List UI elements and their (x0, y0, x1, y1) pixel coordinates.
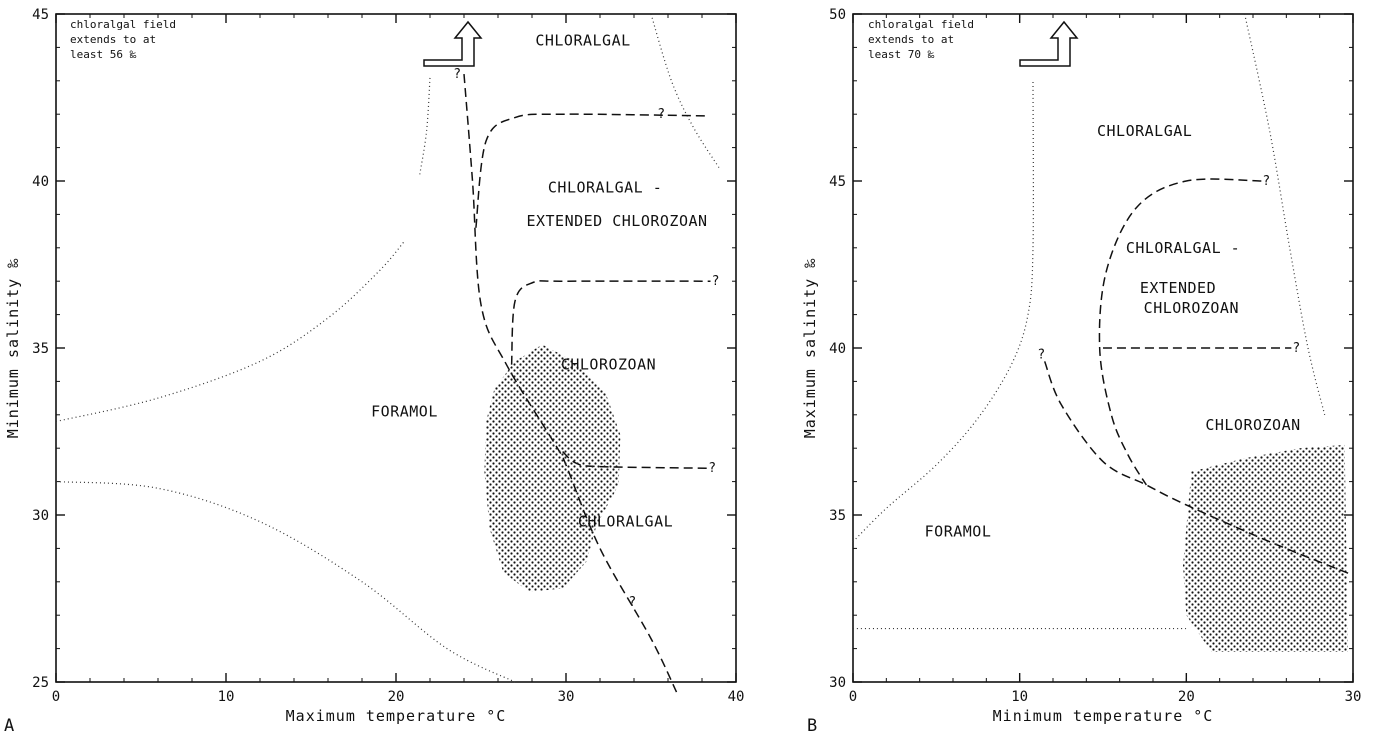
region-label: CHLORALGAL - (548, 179, 662, 197)
region-label: CHLORALGAL (1097, 122, 1192, 140)
dotted-boundary (55, 240, 405, 423)
y-tick-label: 35 (829, 508, 846, 524)
uncertain-mark: ? (712, 274, 720, 289)
y-tick-label: 30 (829, 675, 846, 691)
stippled-area (1183, 444, 1348, 652)
x-tick-label: 10 (218, 689, 235, 705)
x-tick-label: 30 (1345, 689, 1362, 705)
dotted-boundary (55, 481, 516, 683)
y-tick-label: 45 (829, 174, 846, 190)
y-tick-label: 35 (32, 341, 49, 357)
region-label: FORAMOL (925, 523, 992, 541)
dashed-boundary (510, 280, 711, 365)
uncertain-mark: ? (1292, 341, 1300, 356)
dashed-boundary (562, 450, 708, 469)
dashed-boundary (475, 113, 706, 228)
range-note-line: least 56 ‰ (70, 48, 137, 61)
x-tick-label: 0 (849, 689, 857, 705)
x-axis-title: Maximum temperature °C (286, 707, 507, 725)
dashed-boundary (1098, 178, 1262, 486)
panel-a-chart: 0 10 20 30 40 25 30 35 40 45 Maximum temperature °… (4, 7, 744, 725)
dotted-boundary (852, 80, 1034, 543)
dotted-boundary (419, 77, 431, 175)
uncertain-mark: ? (628, 595, 636, 610)
uncertain-mark: ? (453, 67, 461, 82)
y-tick-label: 25 (32, 675, 49, 691)
range-note-line: least 70 ‰ (868, 48, 935, 61)
range-note-line: extends to at (868, 33, 954, 46)
panel-letter-a: A (4, 716, 14, 736)
x-tick-label: 30 (558, 689, 575, 705)
stippled-area (484, 344, 621, 592)
dotted-boundary (650, 13, 720, 168)
region-label: EXTENDED CHLOROZOAN (526, 212, 707, 230)
range-note-line: chloralgal field (868, 18, 974, 31)
x-tick-label: 20 (1178, 689, 1195, 705)
x-tick-label: 20 (388, 689, 405, 705)
y-tick-label: 40 (32, 174, 49, 190)
dotted-boundary (1244, 13, 1326, 415)
range-note-line: extends to at (70, 33, 156, 46)
region-label: CHLORALGAL - (1126, 239, 1240, 257)
x-tick-label: 10 (1011, 689, 1028, 705)
y-axis-title: Minimum salinity ‰ (4, 258, 22, 439)
range-note-line: chloralgal field (70, 18, 176, 31)
region-label: FORAMOL (371, 402, 438, 420)
dashed-boundary (1043, 361, 1354, 576)
y-tick-label: 45 (32, 7, 49, 23)
uncertain-mark: ? (657, 107, 665, 122)
panel-letter-b: B (807, 716, 817, 736)
x-tick-label: 0 (52, 689, 60, 705)
region-label: CHLOROZOAN (1144, 299, 1239, 317)
region-label: CHLORALGAL (535, 32, 630, 50)
uncertain-mark: ? (1037, 348, 1045, 363)
uncertain-mark: ? (1262, 174, 1270, 189)
region-label: CHLOROZOAN (1205, 416, 1300, 434)
y-axis-title: Maximum salinity ‰ (801, 258, 819, 439)
region-label: EXTENDED (1140, 279, 1216, 297)
region-label: CHLORALGAL (578, 513, 673, 531)
y-tick-label: 30 (32, 508, 49, 524)
panel-b-chart: 0 10 20 30 30 35 40 45 50 Minimum temperature °C M… (801, 7, 1361, 725)
uncertain-mark: ? (708, 461, 716, 476)
y-tick-label: 50 (829, 7, 846, 23)
y-tick-label: 40 (829, 341, 846, 357)
dashed-boundary (463, 74, 678, 693)
x-axis-title: Minimum temperature °C (993, 707, 1214, 725)
region-label: CHLOROZOAN (561, 356, 656, 374)
range-arrow-icon (1019, 20, 1079, 67)
x-tick-label: 40 (728, 689, 745, 705)
range-arrow-icon (423, 20, 483, 67)
